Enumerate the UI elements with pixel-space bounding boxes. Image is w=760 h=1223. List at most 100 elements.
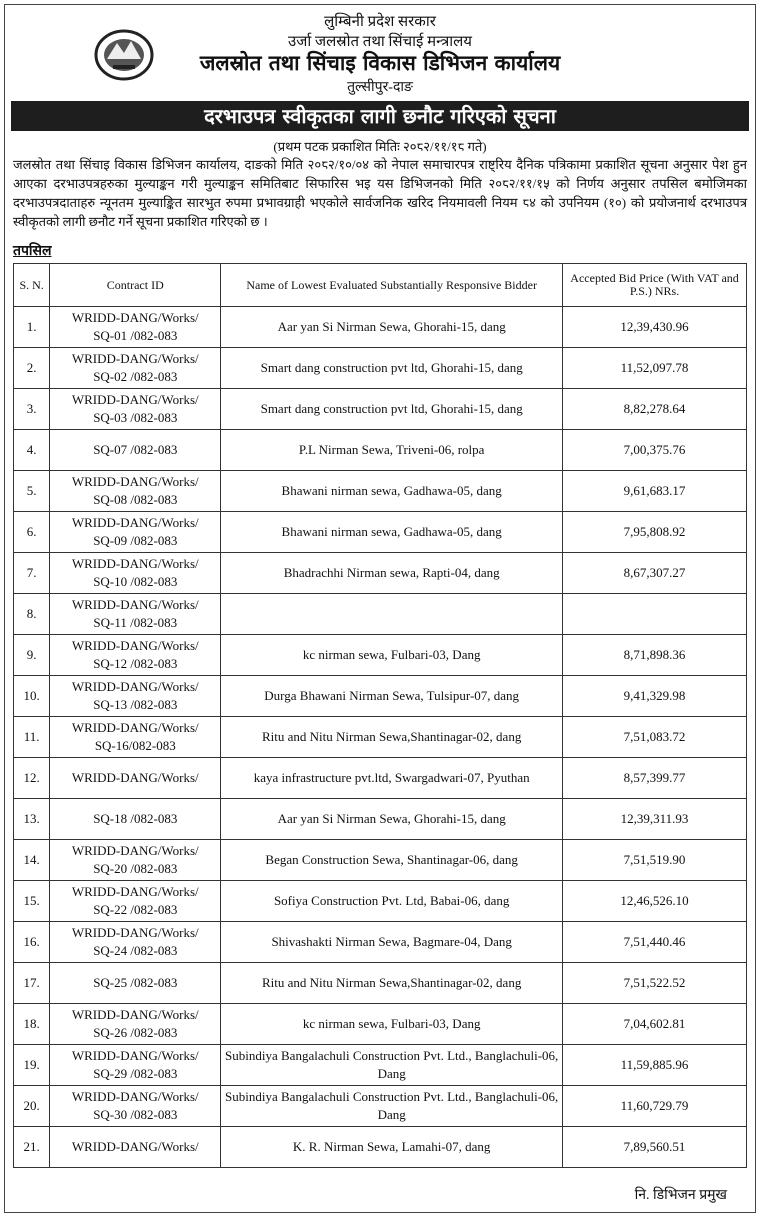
bidder: Began Construction Sewa, Shantinagar-06,… <box>220 839 564 881</box>
contract-line: SQ-08 /082-083 <box>93 492 178 507</box>
bid-price: 11,60,729.79 <box>562 1085 747 1127</box>
contract-id: WRIDD-DANG/Works/SQ-20 /082-083 <box>49 839 222 881</box>
serial-number: 6. <box>12 511 51 553</box>
published-date: (प्रथम पटक प्रकाशित मितिः २०८२/११/१८ गते… <box>273 139 487 154</box>
bidder: Durga Bhawani Nirman Sewa, Tulsipur-07, … <box>220 675 564 717</box>
column-header: Name of Lowest Evaluated Substantially R… <box>220 263 564 307</box>
banner: दरभाउपत्र स्वीकृतका लागी छनौट गरिएको सूच… <box>11 101 749 131</box>
contract-line: SQ-01 /082-083 <box>93 328 178 343</box>
serial-number: 10. <box>12 675 51 717</box>
notice: लुम्बिनी प्रदेश सरकार उर्जा जलस्रोत तथा … <box>4 4 756 1213</box>
column-header: S. N. <box>12 263 51 307</box>
bidder: Subindiya Bangalachuli Construction Pvt.… <box>220 1085 564 1127</box>
table-row: 10. WRIDD-DANG/Works/SQ-13 /082-083 Durga … <box>12 675 747 717</box>
bid-price: 11,52,097.78 <box>562 347 747 389</box>
bidder: Aar yan Si Nirman Sewa, Ghorahi-15, dang <box>220 798 564 840</box>
table-row: 5. WRIDD-DANG/Works/SQ-08 /082-083 Bhawani… <box>12 470 747 512</box>
contract-line: SQ-12 /082-083 <box>93 656 178 671</box>
serial-number: 14. <box>12 839 51 881</box>
bid-price: 11,59,885.96 <box>562 1044 747 1086</box>
office-name: जलस्रोत तथा सिंचाइ विकास डिभिजन कार्यालय <box>199 51 561 75</box>
bidder: kc nirman sewa, Fulbari-03, Dang <box>220 634 564 676</box>
contract-id: SQ-07 /082-083 <box>49 429 222 471</box>
contract-line: WRIDD-DANG/Works/ <box>71 679 199 694</box>
contract-line: SQ-11 /082-083 <box>93 615 178 630</box>
contract-line: SQ-29 /082-083 <box>93 1066 178 1081</box>
bid-price: 7,51,522.52 <box>562 962 747 1004</box>
header-line: उर्जा जलस्रोत तथा सिंचाई मन्त्रालय <box>288 34 472 50</box>
contract-line: WRIDD-DANG/Works/ <box>71 1139 199 1154</box>
header-row: S. N. Contract ID Name of Lowest Evaluated… <box>12 263 747 307</box>
contract-id: SQ-25 /082-083 <box>49 962 222 1004</box>
body-text: जलस्रोत तथा सिंचाइ विकास डिभिजन कार्यालय… <box>13 157 747 229</box>
bid-price: 8,67,307.27 <box>562 552 747 594</box>
table-row: 7. WRIDD-DANG/Works/SQ-10 /082-083 Bhadrac… <box>12 552 747 594</box>
table-row: 18. WRIDD-DANG/Works/SQ-26 /082-083 kc nir… <box>12 1003 747 1045</box>
serial-number: 3. <box>12 388 51 430</box>
bid-price: 8,71,898.36 <box>562 634 747 676</box>
signature: नि. डिभिजन प्रमुख <box>634 1188 727 1203</box>
contract-line: SQ-10 /082-083 <box>93 574 178 589</box>
contract-id: WRIDD-DANG/Works/ <box>49 757 222 799</box>
contract-line: WRIDD-DANG/Works/ <box>71 474 199 489</box>
bidder: Shivashakti Nirman Sewa, Bagmare-04, Dan… <box>220 921 564 963</box>
schedule-label: तपसिल <box>13 244 52 259</box>
contract-id: WRIDD-DANG/Works/SQ-13 /082-083 <box>49 675 222 717</box>
bid-price: 7,51,440.46 <box>562 921 747 963</box>
bidder: Bhawani nirman sewa, Gadhawa-05, dang <box>220 470 564 512</box>
table-row: 17. SQ-25 /082-083 Ritu and Nitu Nirman Se… <box>12 962 747 1004</box>
bid-price: 7,89,560.51 <box>562 1126 747 1168</box>
serial-number: 8. <box>12 593 51 635</box>
contract-line: WRIDD-DANG/Works/ <box>71 392 199 407</box>
contract-line: WRIDD-DANG/Works/ <box>71 843 199 858</box>
contract-line: WRIDD-DANG/Works/ <box>71 884 199 899</box>
table-row: 19. WRIDD-DANG/Works/SQ-29 /082-083 Subind… <box>12 1044 747 1086</box>
table-row: 20. WRIDD-DANG/Works/SQ-30 /082-083 Subind… <box>12 1085 747 1127</box>
serial-number: 21. <box>12 1126 51 1168</box>
contract-id: WRIDD-DANG/Works/SQ-29 /082-083 <box>49 1044 222 1086</box>
contract-line: SQ-30 /082-083 <box>93 1107 178 1122</box>
column-header: Accepted Bid Price (With VAT and P.S.) N… <box>562 263 747 307</box>
contract-line: SQ-22 /082-083 <box>93 902 178 917</box>
contract-line: WRIDD-DANG/Works/ <box>71 556 199 571</box>
contract-line: SQ-24 /082-083 <box>93 943 178 958</box>
serial-number: 15. <box>12 880 51 922</box>
bidder: kc nirman sewa, Fulbari-03, Dang <box>220 1003 564 1045</box>
bid-price: 7,51,519.90 <box>562 839 747 881</box>
serial-number: 2. <box>12 347 51 389</box>
contract-line: SQ-18 /082-083 <box>93 811 178 826</box>
bidder: Smart dang construction pvt ltd, Ghorahi… <box>220 347 564 389</box>
award-table: S. N. Contract ID Name of Lowest Evaluated… <box>12 263 747 1168</box>
contract-line: SQ-26 /082-083 <box>93 1025 178 1040</box>
contract-id: WRIDD-DANG/Works/SQ-16/082-083 <box>49 716 222 758</box>
contract-line: WRIDD-DANG/Works/ <box>71 1007 199 1022</box>
bidder: P.L Nirman Sewa, Triveni-06, rolpa <box>220 429 564 471</box>
bid-price: 7,51,083.72 <box>562 716 747 758</box>
contract-id: SQ-18 /082-083 <box>49 798 222 840</box>
serial-number: 18. <box>12 1003 51 1045</box>
serial-number: 20. <box>12 1085 51 1127</box>
bidder: Ritu and Nitu Nirman Sewa,Shantinagar-02… <box>220 716 564 758</box>
contract-id: WRIDD-DANG/Works/ <box>49 1126 222 1168</box>
contract-id: WRIDD-DANG/Works/SQ-22 /082-083 <box>49 880 222 922</box>
bidder: Subindiya Bangalachuli Construction Pvt.… <box>220 1044 564 1086</box>
contract-line: WRIDD-DANG/Works/ <box>71 925 199 940</box>
bidder: Sofiya Construction Pvt. Ltd, Babai-06, … <box>220 880 564 922</box>
bidder: kaya infrastructure pvt.ltd, Swargadwari… <box>220 757 564 799</box>
serial-number: 4. <box>12 429 51 471</box>
table-row: 12. WRIDD-DANG/Works/kaya infrastructure … <box>12 757 747 799</box>
bid-price: 12,46,526.10 <box>562 880 747 922</box>
bid-price: 7,00,375.76 <box>562 429 747 471</box>
bid-price: 7,04,602.81 <box>562 1003 747 1045</box>
contract-line: SQ-07 /082-083 <box>93 442 178 457</box>
table-row: 16. WRIDD-DANG/Works/SQ-24 /082-083 Shivas… <box>12 921 747 963</box>
contract-line: WRIDD-DANG/Works/ <box>71 638 199 653</box>
contract-id: WRIDD-DANG/Works/SQ-24 /082-083 <box>49 921 222 963</box>
contract-line: WRIDD-DANG/Works/ <box>71 770 199 785</box>
serial-number: 12. <box>12 757 51 799</box>
contract-line: WRIDD-DANG/Works/ <box>71 720 199 735</box>
contract-line: SQ-02 /082-083 <box>93 369 178 384</box>
contract-line: SQ-25 /082-083 <box>93 975 178 990</box>
emblem <box>94 29 154 81</box>
bidder: Ritu and Nitu Nirman Sewa,Shantinagar-02… <box>220 962 564 1004</box>
